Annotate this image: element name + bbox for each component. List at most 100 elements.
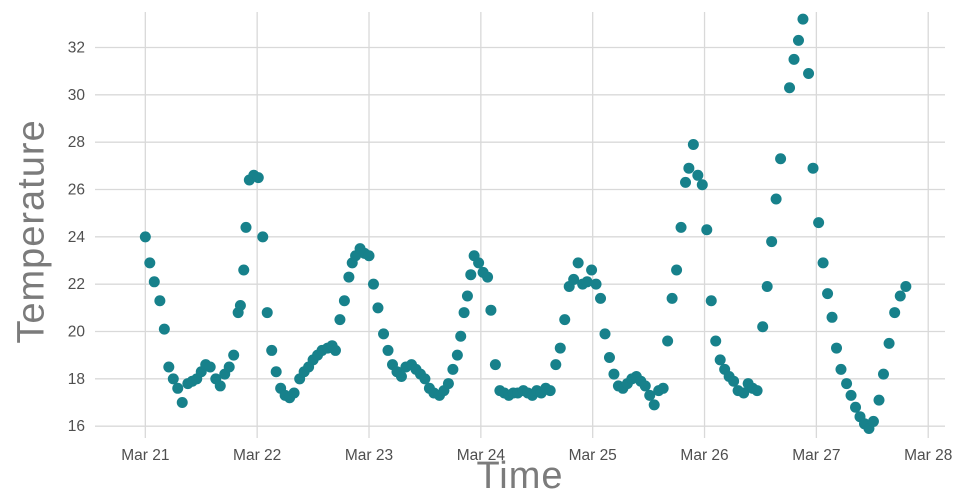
data-point bbox=[889, 307, 901, 319]
data-point bbox=[455, 330, 467, 342]
data-point bbox=[603, 352, 615, 364]
data-point bbox=[144, 257, 156, 269]
x-tick-label: Mar 27 bbox=[792, 447, 840, 464]
data-point bbox=[257, 231, 269, 243]
data-point bbox=[867, 415, 879, 427]
data-point bbox=[482, 271, 494, 283]
data-point bbox=[473, 257, 485, 269]
data-point bbox=[554, 342, 566, 354]
data-point bbox=[803, 68, 815, 80]
data-point bbox=[590, 278, 602, 290]
data-point bbox=[775, 153, 787, 165]
data-point bbox=[568, 273, 580, 285]
data-point bbox=[378, 328, 390, 340]
data-point bbox=[710, 335, 722, 347]
data-point bbox=[595, 292, 607, 304]
data-point bbox=[485, 304, 497, 316]
y-tick-label: 30 bbox=[68, 87, 86, 104]
x-tick-label: Mar 22 bbox=[233, 447, 281, 464]
data-point bbox=[261, 307, 273, 319]
y-tick-label: 18 bbox=[68, 371, 85, 388]
data-point bbox=[204, 361, 216, 373]
data-point bbox=[270, 366, 282, 378]
data-point bbox=[572, 257, 584, 269]
y-axis-title: Temperature bbox=[10, 119, 53, 344]
data-point bbox=[489, 359, 501, 371]
data-point bbox=[714, 354, 726, 366]
data-point bbox=[148, 276, 160, 288]
data-point bbox=[826, 311, 838, 323]
data-point bbox=[784, 82, 796, 94]
data-point bbox=[382, 344, 394, 356]
data-point bbox=[266, 344, 278, 356]
data-point bbox=[900, 281, 912, 293]
data-point bbox=[228, 349, 240, 361]
y-tick-label: 20 bbox=[68, 324, 86, 341]
data-point bbox=[559, 314, 571, 326]
data-point bbox=[395, 370, 407, 382]
data-point bbox=[850, 401, 862, 413]
data-point bbox=[701, 224, 713, 236]
data-point bbox=[687, 139, 699, 151]
x-axis-title: Time bbox=[476, 455, 564, 497]
data-point bbox=[883, 337, 895, 349]
data-point bbox=[757, 321, 769, 333]
data-point bbox=[822, 288, 834, 300]
data-point bbox=[240, 221, 252, 233]
data-point bbox=[139, 231, 151, 243]
data-point bbox=[692, 169, 704, 181]
data-point bbox=[158, 323, 170, 335]
data-point bbox=[176, 397, 188, 408]
data-point bbox=[705, 295, 717, 307]
data-point bbox=[461, 290, 473, 302]
data-point bbox=[550, 359, 562, 371]
data-point bbox=[372, 302, 384, 314]
data-point bbox=[662, 335, 674, 347]
data-point bbox=[367, 278, 379, 290]
data-point bbox=[835, 363, 847, 375]
data-point bbox=[442, 378, 454, 390]
data-point bbox=[792, 34, 804, 46]
data-point bbox=[608, 368, 620, 380]
x-tick-label: Mar 25 bbox=[569, 447, 617, 464]
data-point bbox=[458, 307, 470, 319]
x-tick-label: Mar 26 bbox=[680, 447, 728, 464]
data-point bbox=[831, 342, 843, 354]
data-point bbox=[288, 387, 300, 399]
data-point bbox=[728, 375, 740, 387]
data-point bbox=[238, 264, 250, 276]
data-point bbox=[845, 389, 857, 401]
y-tick-label: 16 bbox=[68, 418, 85, 435]
data-point bbox=[644, 389, 656, 401]
data-point bbox=[807, 162, 819, 174]
data-point bbox=[761, 281, 773, 293]
data-point bbox=[666, 292, 678, 304]
y-tick-label: 32 bbox=[68, 40, 85, 57]
data-point bbox=[671, 264, 683, 276]
y-tick-label: 22 bbox=[68, 276, 85, 293]
data-point bbox=[214, 380, 226, 392]
data-point bbox=[338, 295, 350, 307]
data-point bbox=[873, 394, 885, 406]
data-point bbox=[334, 314, 346, 326]
y-tick-label: 24 bbox=[68, 229, 86, 246]
data-points bbox=[139, 13, 912, 435]
x-tick-label: Mar 24 bbox=[457, 447, 506, 464]
data-point bbox=[696, 179, 708, 191]
data-point bbox=[770, 193, 782, 205]
data-point bbox=[841, 378, 853, 390]
gridlines bbox=[95, 12, 945, 438]
x-tick-label: Mar 28 bbox=[904, 447, 952, 464]
data-point bbox=[172, 382, 184, 394]
data-point bbox=[648, 399, 660, 411]
data-point bbox=[154, 295, 166, 307]
data-point bbox=[813, 217, 825, 229]
data-point bbox=[451, 349, 463, 361]
data-point bbox=[683, 162, 695, 174]
data-point bbox=[447, 363, 459, 375]
data-point bbox=[419, 373, 431, 385]
data-point bbox=[223, 361, 235, 373]
x-tick-label: Mar 23 bbox=[345, 447, 393, 464]
data-point bbox=[766, 236, 778, 248]
